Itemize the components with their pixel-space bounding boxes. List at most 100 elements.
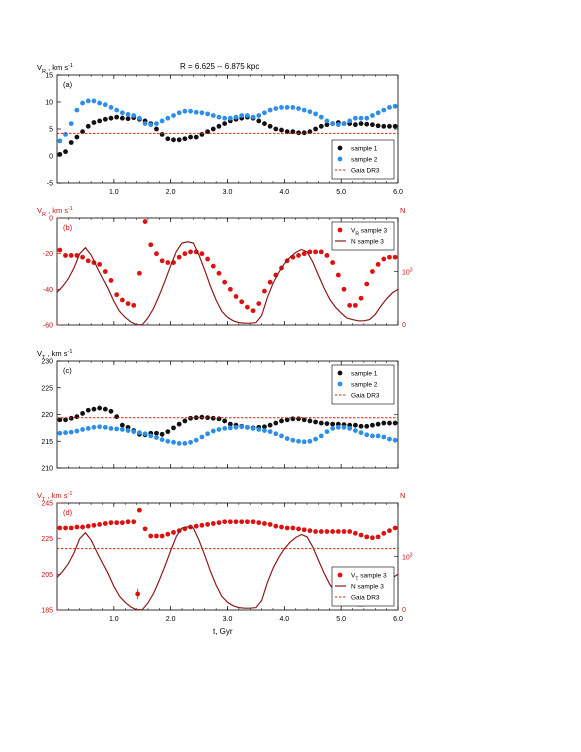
data-point [335,424,341,430]
legend-marker [337,145,343,151]
data-point [364,534,370,540]
data-point [227,519,233,525]
data-point [284,105,290,110]
data-point [148,122,154,128]
x-tick-label: 5.0 [336,189,346,196]
data-point [102,102,108,108]
data-point [381,434,387,440]
panel-label: (c) [63,366,72,375]
data-point [97,100,103,106]
data-point [108,115,114,121]
data-point [97,118,103,124]
data-point [216,427,222,432]
data-point [239,113,245,118]
data-point [256,118,262,124]
data-point [318,529,324,534]
data-point [193,415,199,421]
data-point [262,121,267,126]
legend: VR sample 3N sample 3 [331,221,395,251]
data-point [131,429,137,435]
data-point [193,109,199,115]
data-point [102,424,108,430]
data-point [290,525,296,531]
data-point [91,98,97,104]
data-point [233,424,239,430]
data-point [301,107,307,113]
data-point [307,109,313,115]
data-point [370,535,375,541]
data-point [324,529,330,534]
right-tick-label: 103 [402,553,413,562]
legend-label: N sample 3 [351,584,384,591]
data-point [210,415,216,421]
x-tick-label: 6.0 [393,616,403,623]
data-point [273,523,279,529]
y-tick-label: 185 [41,608,53,615]
right-tick-label: 0 [402,322,406,329]
data-point [341,529,347,534]
data-point [74,134,80,140]
right-tick-label: 103 [402,268,413,277]
data-point [279,433,284,439]
x-tick-label: 5.0 [336,616,346,623]
data-point [171,113,176,118]
data-point [262,428,267,433]
data-point [273,106,279,111]
data-point [114,114,120,120]
data-point [364,281,370,287]
data-point [176,137,182,143]
data-point [313,126,318,132]
data-point [330,529,336,534]
data-point [375,534,381,540]
data-point [176,440,182,446]
data-point [256,113,262,118]
data-point [188,439,193,445]
data-point [216,520,222,526]
y-axis-label: VR , km s-1 [37,206,73,218]
data-point [68,253,74,258]
data-point [279,105,284,110]
data-point [358,430,364,436]
legend: sample 1 sample 2 Gaia DR3 [331,364,395,405]
y-tick-label: 5 [49,127,53,134]
data-point [227,421,233,427]
x-tick-label: 1.0 [109,616,119,623]
data-point [193,523,199,529]
data-point [205,415,211,421]
data-point [125,428,131,433]
data-point [301,439,307,445]
data-point [176,110,182,116]
y-tick-label: 210 [41,466,53,473]
data-point [102,521,108,526]
data-point [57,138,63,144]
data-point [57,417,63,423]
data-point [102,116,108,122]
data-point [239,299,245,305]
data-point [74,107,80,113]
y-tick-label: 225 [41,385,53,392]
data-point [267,123,273,129]
y-tick-label: -5 [47,181,53,188]
data-point [171,530,176,535]
y-tick-label: 230 [41,359,53,366]
data-point [381,420,387,426]
data-point [165,136,171,142]
data-point [358,423,364,429]
data-point [358,295,364,301]
data-point [381,256,387,262]
data-point [159,118,165,124]
data-point [352,302,358,308]
data-point [171,439,176,445]
data-point [119,297,125,303]
data-point [239,424,245,430]
data-point [159,533,165,539]
data-point [239,519,245,525]
data-point [364,432,370,438]
data-point [233,114,239,120]
data-point [119,422,125,428]
data-point [335,122,341,128]
data-point [347,118,353,124]
data-point [154,121,159,126]
data-point [114,414,120,420]
data-point [188,415,193,421]
